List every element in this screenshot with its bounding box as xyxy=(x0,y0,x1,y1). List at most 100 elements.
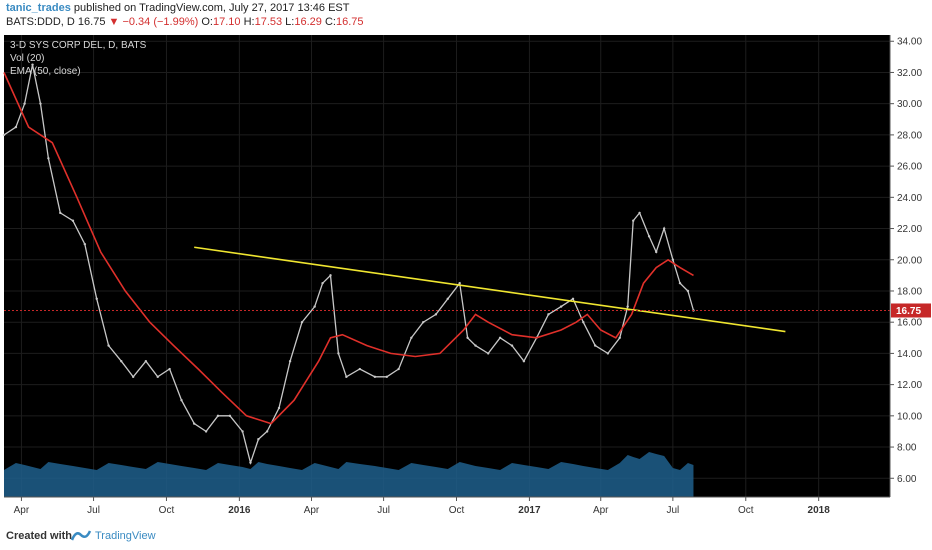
price-point xyxy=(2,133,6,137)
close-value: 16.75 xyxy=(335,16,364,28)
y-tick-label: 26.00 xyxy=(897,162,922,173)
price-point xyxy=(228,414,232,418)
high-label: H: xyxy=(243,16,255,28)
last-price-tag xyxy=(891,303,931,318)
publish-info: tanic_trades published on TradingView.co… xyxy=(6,2,349,14)
price-point xyxy=(422,320,425,324)
price-point xyxy=(410,336,413,339)
price-point xyxy=(83,242,87,246)
x-tick-label: Jul xyxy=(87,505,100,516)
price-point xyxy=(204,430,208,433)
open-label: O: xyxy=(201,16,213,28)
price-point xyxy=(655,250,658,254)
chart-header: tanic_trades published on TradingView.co… xyxy=(0,0,932,32)
price-point xyxy=(498,336,502,339)
price-point xyxy=(300,320,304,324)
price-point xyxy=(397,367,400,371)
price-point xyxy=(686,289,690,293)
x-tick-label: Oct xyxy=(159,505,175,516)
price-point xyxy=(593,344,597,347)
price-change: ▼ −0.34 (−1.99%) xyxy=(108,16,199,28)
price-point xyxy=(618,336,621,339)
price-point xyxy=(662,227,666,230)
price-point xyxy=(23,102,26,105)
y-tick-label: 24.00 xyxy=(897,193,922,204)
y-tick-label: 34.00 xyxy=(897,37,922,48)
price-point xyxy=(192,422,196,425)
y-tick-label: 18.00 xyxy=(897,286,922,297)
price-point xyxy=(626,305,629,308)
published-text: published on TradingView.com, July 27, 2… xyxy=(73,2,350,14)
price-point xyxy=(321,281,324,285)
x-tick-label: Apr xyxy=(593,505,609,516)
y-tick-label: 20.00 xyxy=(897,255,922,266)
price-point xyxy=(288,360,292,363)
price-point xyxy=(522,360,526,363)
price-point xyxy=(678,281,682,285)
price-point xyxy=(216,414,220,418)
price-point xyxy=(144,360,148,363)
close-label: C: xyxy=(324,16,336,28)
price-point xyxy=(337,352,340,355)
plot-area[interactable] xyxy=(4,35,890,497)
legend-title: 3-D SYS CORP DEL, D, BATS xyxy=(10,40,147,51)
price-point xyxy=(31,63,34,66)
legend-volume: Vol (20) xyxy=(10,53,44,64)
series-layer xyxy=(2,63,890,465)
price-point xyxy=(559,305,563,308)
price-point xyxy=(257,438,260,441)
low-value: 16.29 xyxy=(294,16,322,28)
y-tick-label: 6.00 xyxy=(897,474,917,485)
y-tick-label: 10.00 xyxy=(897,411,922,422)
volume-shape xyxy=(4,452,694,497)
price-point xyxy=(487,352,490,355)
tradingview-logo-icon[interactable] xyxy=(70,528,92,542)
price-chart[interactable]: Apr Jul Oct 2016 Apr Jul Oct 2017 Apr Jul Oct 2018 … xyxy=(0,32,932,522)
price-point xyxy=(241,430,244,433)
trendline[interactable] xyxy=(194,246,786,333)
y-tick-label: 28.00 xyxy=(897,130,922,141)
x-tick-label: Jul xyxy=(377,505,390,516)
price-point xyxy=(329,274,332,277)
price-point xyxy=(385,375,388,379)
tradingview-brand-link[interactable]: TradingView xyxy=(95,530,156,542)
price-point xyxy=(156,375,159,379)
price-point xyxy=(571,297,575,300)
grid xyxy=(4,35,890,497)
price-point xyxy=(180,399,183,402)
volume-area xyxy=(4,452,694,497)
price-point xyxy=(249,461,252,464)
price-point xyxy=(510,344,514,347)
chart-legend: 3-D SYS CORP DEL, D, BATS Vol (20) EMA (… xyxy=(10,40,147,77)
price-point xyxy=(373,375,377,379)
y-axis[interactable]: 6.00 8.00 10.00 12.00 14.00 16.00 18.00 20.00 22… xyxy=(889,35,931,497)
price-point xyxy=(277,406,281,410)
price-point xyxy=(647,235,651,238)
x-tick-label: Jul xyxy=(666,505,679,516)
price-point xyxy=(47,157,50,160)
price-point xyxy=(313,305,316,308)
price-point xyxy=(446,297,449,300)
y-tick-label: 30.00 xyxy=(897,99,922,110)
ema-series-line xyxy=(3,72,694,425)
author-link[interactable]: tanic_trades xyxy=(6,2,71,14)
price-point xyxy=(131,375,135,379)
price-point xyxy=(345,375,348,379)
price-point xyxy=(39,102,42,105)
open-value: 17.10 xyxy=(212,16,241,28)
price-point xyxy=(434,313,438,316)
price-point xyxy=(466,336,469,339)
ohlc-info: BATS:DDD, D 16.75 ▼ −0.34 (−1.99%) O:17.… xyxy=(6,16,363,28)
x-tick-label: 2016 xyxy=(228,505,251,516)
price-point xyxy=(547,313,550,316)
price-point xyxy=(638,211,641,215)
y-tick-label: 8.00 xyxy=(897,443,917,454)
x-tick-label: 2017 xyxy=(518,505,541,516)
legend-ema: EMA (50, close) xyxy=(10,66,81,77)
price-point xyxy=(671,258,675,261)
price-point xyxy=(168,367,171,371)
price-point xyxy=(14,125,18,129)
price-point xyxy=(632,219,635,222)
x-axis[interactable]: Apr Jul Oct 2016 Apr Jul Oct 2017 Apr Jul Oct 2018 xyxy=(4,496,890,516)
price-point xyxy=(458,281,461,285)
